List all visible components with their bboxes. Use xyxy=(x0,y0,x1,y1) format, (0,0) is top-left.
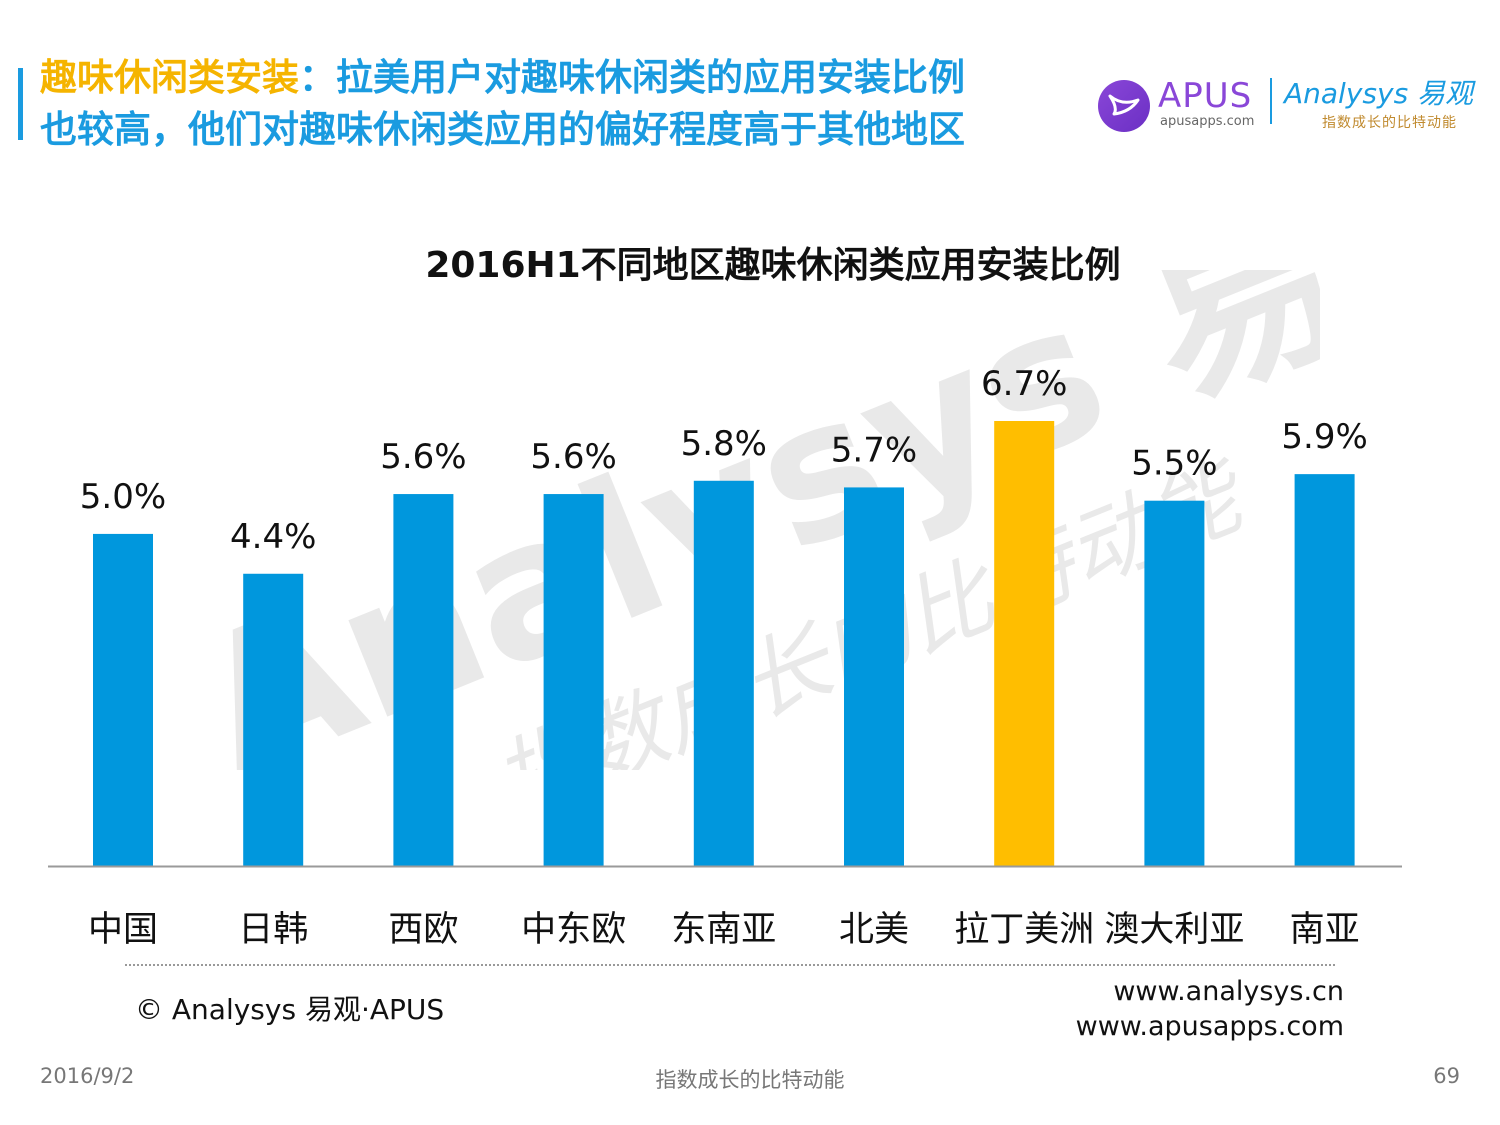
data-label-2: 5.6% xyxy=(380,437,466,477)
bar-0 xyxy=(93,533,153,866)
data-label-7: 5.5% xyxy=(1131,444,1217,484)
category-label-8: 南亚 xyxy=(1290,910,1360,950)
bar-5 xyxy=(844,487,904,866)
title-accent-bar xyxy=(18,68,23,140)
analysys-logo: Analysys 易观 指数成长的比特动能 xyxy=(1284,72,1484,132)
url-apus: www.apusapps.com xyxy=(1075,1011,1344,1042)
category-label-4: 东南亚 xyxy=(671,910,776,950)
data-label-5: 5.7% xyxy=(831,430,917,470)
url-analysys: www.analysys.cn xyxy=(1113,976,1344,1007)
apus-logo-url: apusapps.com xyxy=(1160,114,1255,129)
bar-chart: 5.0% 中国 4.4% 日韩 5.6% 西欧 5.6% 中东欧 5.8% 东南亚 5.7% 北美 6.… xyxy=(48,364,1402,950)
bar-8 xyxy=(1294,474,1355,866)
chart-title: 2016H1不同地区趣味休闲类应用安装比例 xyxy=(425,245,1121,286)
bar-2 xyxy=(393,494,454,866)
bar-1 xyxy=(243,573,304,866)
apus-bird-icon xyxy=(1098,80,1150,132)
copyright-text: © Analysys 易观·APUS xyxy=(135,993,445,1026)
category-label-2: 西欧 xyxy=(388,910,458,950)
analysys-logo-tagline: 指数成长的比特动能 xyxy=(1322,115,1457,131)
footer-slogan: 指数成长的比特动能 xyxy=(655,1068,845,1092)
apus-logo-text: APUS xyxy=(1158,76,1253,116)
category-label-7: 澳大利亚 xyxy=(1104,910,1244,950)
category-label-1: 日韩 xyxy=(238,910,308,950)
category-label-6: 拉丁美洲 xyxy=(954,910,1094,950)
title-line1-rest: ：拉美用户对趣味休闲类的应用安装比例 xyxy=(299,56,965,99)
data-label-6: 6.7% xyxy=(981,364,1067,404)
analysys-logo-text: Analysys 易观 xyxy=(1284,77,1474,110)
bar-3 xyxy=(543,494,604,866)
bar-7 xyxy=(1144,500,1205,866)
data-label-8: 5.9% xyxy=(1281,417,1367,457)
logo-separator xyxy=(1270,78,1272,124)
data-label-4: 5.8% xyxy=(681,424,767,464)
category-label-0: 中国 xyxy=(88,910,158,950)
title-highlight: 趣味休闲类安装 xyxy=(40,56,299,99)
bar-6 xyxy=(994,421,1055,866)
data-label-1: 4.4% xyxy=(230,517,316,557)
page-title: 趣味休闲类安装：拉美用户对趣味休闲类的应用安装比例 也较高，他们对趣味休闲类应用… xyxy=(40,52,965,156)
source-urls: www.analysys.cn www.apusapps.com xyxy=(1076,974,1344,1044)
footer-divider xyxy=(125,964,1335,966)
data-label-3: 5.6% xyxy=(530,437,616,477)
title-line2: 也较高，他们对趣味休闲类应用的偏好程度高于其他地区 xyxy=(40,108,965,151)
bar-4 xyxy=(693,480,754,866)
apus-logo: APUS apusapps.com xyxy=(1098,76,1268,132)
category-label-5: 北美 xyxy=(839,910,909,950)
category-label-3: 中东欧 xyxy=(521,910,626,950)
data-label-0: 5.0% xyxy=(80,477,166,517)
page-number: 69 xyxy=(1433,1064,1460,1088)
footer-date: 2016/9/2 xyxy=(40,1064,135,1088)
